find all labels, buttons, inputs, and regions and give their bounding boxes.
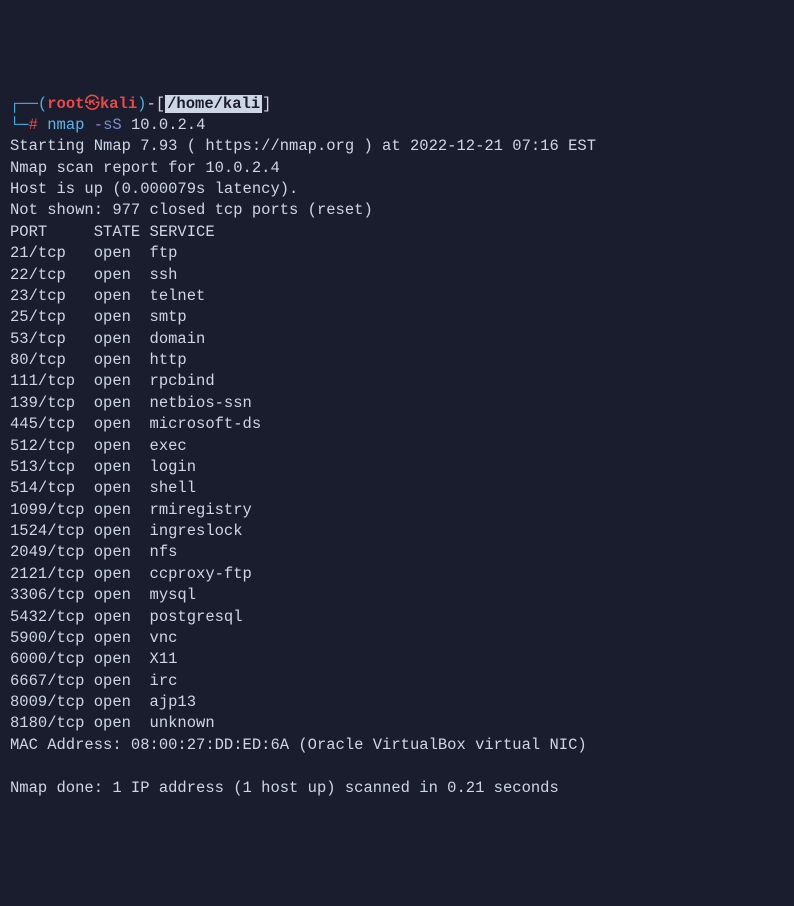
open-paren: ( xyxy=(38,95,47,113)
command-target: 10.0.2.4 xyxy=(131,116,205,134)
port-row: 8180/tcp open unknown xyxy=(10,714,215,732)
port-row: 22/tcp open ssh xyxy=(10,266,177,284)
command-name: nmap xyxy=(47,116,84,134)
port-row: 2049/tcp open nfs xyxy=(10,543,177,561)
port-row: 139/tcp open netbios-ssn xyxy=(10,394,252,412)
port-row: 6667/tcp open irc xyxy=(10,672,177,690)
tree-bottom: └─ xyxy=(10,116,29,134)
port-row: 80/tcp open http xyxy=(10,351,187,369)
prompt-line-1: ┌──(root㉿kali)-[/home/kali] xyxy=(10,94,784,115)
command-flag: -sS xyxy=(94,116,122,134)
port-row: 513/tcp open login xyxy=(10,458,196,476)
port-row: 2121/tcp open ccproxy-ftp xyxy=(10,565,252,583)
port-row: 5900/tcp open vnc xyxy=(10,629,177,647)
close-bracket: ] xyxy=(262,95,271,113)
prompt-path: /home/kali xyxy=(165,95,262,113)
port-row: 5432/tcp open postgresql xyxy=(10,608,243,626)
port-row: 111/tcp open rpcbind xyxy=(10,372,215,390)
prompt-line-2[interactable]: └─# nmap -sS 10.0.2.4 xyxy=(10,115,784,136)
prompt-dash: - xyxy=(146,95,155,113)
port-row: 53/tcp open domain xyxy=(10,330,205,348)
port-row: 6000/tcp open X11 xyxy=(10,650,177,668)
output-line-3: Host is up (0.000079s latency). xyxy=(10,180,298,198)
skull-icon: ㉿ xyxy=(84,95,100,113)
port-row: 1524/tcp open ingreslock xyxy=(10,522,243,540)
output-line-2: Nmap scan report for 10.0.2.4 xyxy=(10,159,280,177)
port-header: PORT STATE SERVICE xyxy=(10,223,215,241)
port-row: 25/tcp open smtp xyxy=(10,308,187,326)
port-row: 512/tcp open exec xyxy=(10,437,187,455)
port-row: 23/tcp open telnet xyxy=(10,287,205,305)
output-line-1: Starting Nmap 7.93 ( https://nmap.org ) … xyxy=(10,137,596,155)
port-row: 3306/tcp open mysql xyxy=(10,586,196,604)
port-row: 514/tcp open shell xyxy=(10,479,196,497)
port-row: 21/tcp open ftp xyxy=(10,244,177,262)
output-done: Nmap done: 1 IP address (1 host up) scan… xyxy=(10,779,559,797)
open-bracket: [ xyxy=(156,95,165,113)
port-row: 1099/tcp open rmiregistry xyxy=(10,501,252,519)
prompt-hash: # xyxy=(29,116,38,134)
port-row: 445/tcp open microsoft-ds xyxy=(10,415,261,433)
output-line-4: Not shown: 977 closed tcp ports (reset) xyxy=(10,201,373,219)
tree-top: ┌── xyxy=(10,95,38,113)
output-mac: MAC Address: 08:00:27:DD:ED:6A (Oracle V… xyxy=(10,736,587,754)
terminal-output: ┌──(root㉿kali)-[/home/kali]└─# nmap -sS … xyxy=(10,94,784,799)
prompt-host: kali xyxy=(100,95,137,113)
port-row: 8009/tcp open ajp13 xyxy=(10,693,196,711)
prompt-user: root xyxy=(47,95,84,113)
